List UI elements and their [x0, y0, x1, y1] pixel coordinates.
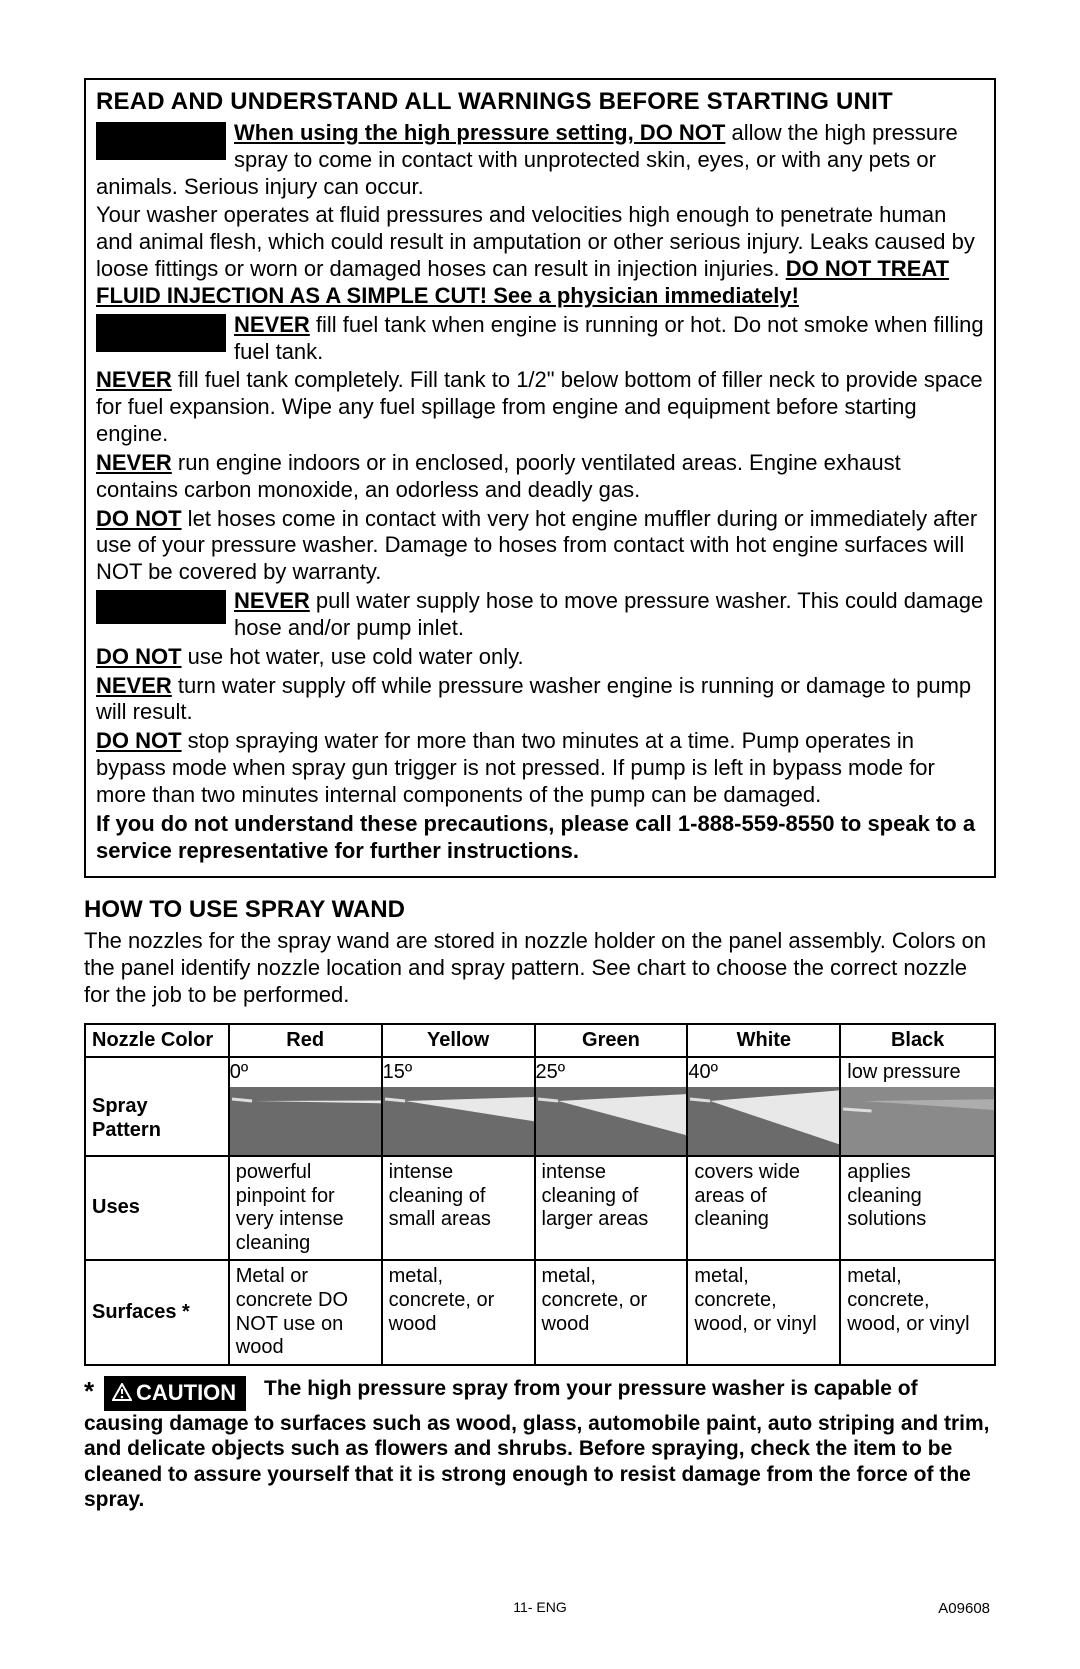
howto-intro: The nozzles for the spray wand are store… — [84, 928, 996, 1008]
warning-p2: Your washer operates at fluid pressures … — [96, 202, 984, 309]
surfaces-2: metal, concrete, or wood — [535, 1260, 688, 1364]
surfaces-3: metal, concrete, wood, or vinyl — [687, 1260, 840, 1364]
surfaces-4: metal, concrete, wood, or vinyl — [840, 1260, 995, 1364]
row-label-spray: Spray Pattern — [85, 1057, 229, 1156]
uses-3: covers wide areas of cleaning — [687, 1156, 840, 1260]
document-page: READ AND UNDERSTAND ALL WARNINGS BEFORE … — [0, 0, 1080, 1669]
th-white: White — [687, 1024, 840, 1058]
row-label-uses: Uses — [85, 1156, 229, 1260]
th-black: Black — [840, 1024, 995, 1058]
footnote-star: * — [84, 1376, 94, 1406]
nozzle-table: Nozzle Color Red Yellow Green White Blac… — [84, 1023, 996, 1366]
warning-p3: NEVER fill fuel tank when engine is runn… — [96, 312, 984, 366]
warning-p5: NEVER run engine indoors or in enclosed,… — [96, 450, 984, 504]
document-code: A09608 — [938, 1600, 990, 1617]
row-label-surfaces: Surfaces * — [85, 1260, 229, 1364]
spray-cell-3: 40º — [687, 1057, 840, 1156]
spray-cell-1: 15º — [382, 1057, 535, 1156]
spray-pattern-3 — [688, 1087, 839, 1155]
spray-cell-2: 25º — [535, 1057, 688, 1156]
warning-title: READ AND UNDERSTAND ALL WARNINGS BEFORE … — [96, 88, 984, 116]
spray-pattern-0 — [230, 1087, 381, 1155]
spray-cell-4: low pressure — [840, 1057, 995, 1156]
warning-p7: NEVER pull water supply hose to move pre… — [96, 588, 984, 642]
th-yellow: Yellow — [382, 1024, 535, 1058]
redacted-bar-3 — [96, 590, 226, 624]
table-uses-row: Uses powerful pinpoint for very intense … — [85, 1156, 995, 1260]
warning-triangle-icon — [112, 1383, 132, 1401]
redacted-bar-2 — [96, 314, 226, 352]
spray-cell-0: 0º — [229, 1057, 382, 1156]
spray-pattern-4 — [841, 1087, 994, 1155]
uses-0: powerful pinpoint for very intense clean… — [229, 1156, 382, 1260]
redacted-bar-1 — [96, 122, 226, 160]
warning-p4: NEVER fill fuel tank completely. Fill ta… — [96, 367, 984, 447]
caution-paragraph: * CAUTION The high pressure spray from y… — [84, 1376, 996, 1513]
warning-p9: NEVER turn water supply off while pressu… — [96, 673, 984, 727]
surfaces-1: metal, concrete, or wood — [382, 1260, 535, 1364]
howto-title: HOW TO USE SPRAY WAND — [84, 896, 996, 924]
warning-p1: When using the high pressure setting, DO… — [96, 120, 984, 200]
table-spray-row: Spray Pattern 0º 15º 25º 40º low pressur… — [85, 1057, 995, 1156]
page-number: 11- ENG — [0, 1599, 1080, 1615]
warning-box: READ AND UNDERSTAND ALL WARNINGS BEFORE … — [84, 78, 996, 878]
warning-p11: If you do not understand these precautio… — [96, 811, 984, 865]
caution-badge: CAUTION — [104, 1376, 246, 1411]
warning-p8: DO NOT use hot water, use cold water onl… — [96, 644, 984, 671]
spray-pattern-1 — [383, 1087, 534, 1155]
warning-p10: DO NOT stop spraying water for more than… — [96, 728, 984, 808]
table-header-row: Nozzle Color Red Yellow Green White Blac… — [85, 1024, 995, 1058]
th-nozzle-color: Nozzle Color — [85, 1024, 229, 1058]
uses-2: intense cleaning of larger areas — [535, 1156, 688, 1260]
uses-4: applies cleaning solutions — [840, 1156, 995, 1260]
table-surfaces-row: Surfaces * Metal or concrete DO NOT use … — [85, 1260, 995, 1364]
surfaces-0: Metal or concrete DO NOT use on wood — [229, 1260, 382, 1364]
spray-pattern-2 — [536, 1087, 687, 1155]
th-red: Red — [229, 1024, 382, 1058]
warning-p6: DO NOT let hoses come in contact with ve… — [96, 506, 984, 586]
th-green: Green — [535, 1024, 688, 1058]
uses-1: intense cleaning of small areas — [382, 1156, 535, 1260]
